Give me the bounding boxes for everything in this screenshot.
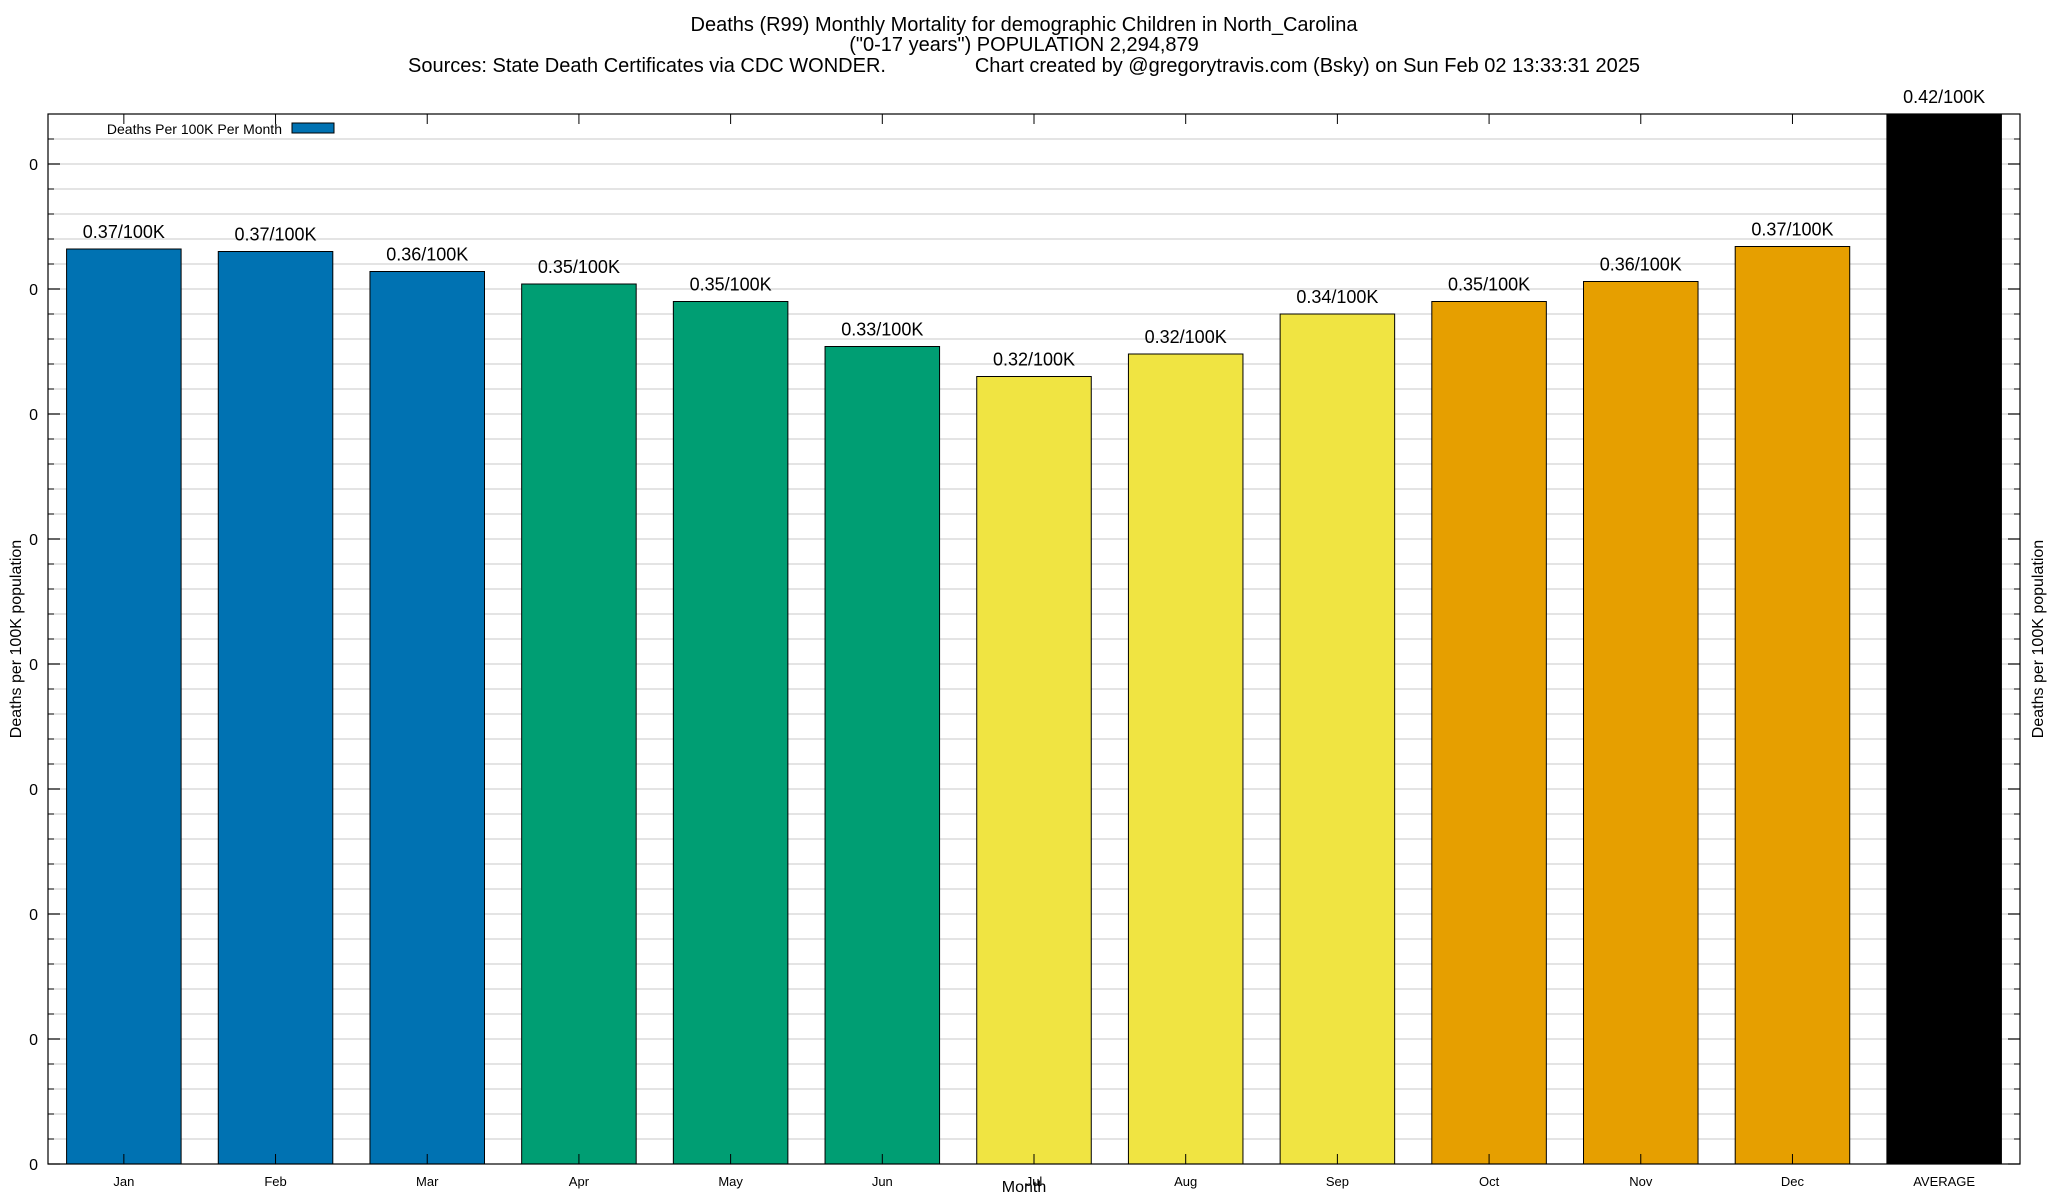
x-tick-label: Feb [264,1174,286,1189]
plot-frame [47,113,2021,1165]
y-tick-label: 0 [29,1032,38,1049]
y2-axis-label: Deaths per 100K population [2030,540,2047,738]
x-tick-label: Jun [872,1174,893,1189]
x-tick-label: Jul [1026,1174,1043,1189]
data-label-jan: 0.37/100K [83,222,165,242]
bar-jan [66,248,182,1165]
legend: Deaths Per 100K Per Month [107,121,335,137]
y-axis-ticks: 0 0 0 0 0 0 0 0 0 [29,157,2020,1174]
x-tick-label: Dec [1781,1174,1805,1189]
bar-apr [521,283,637,1165]
y-tick-label: 0 [29,782,38,799]
data-label-average: 0.42/100K [1903,87,1985,107]
data-label-nov: 0.36/100K [1600,255,1682,275]
chart-sources: Sources: State Death Certificates via CD… [408,55,1640,77]
data-label-apr: 0.35/100K [538,257,620,277]
y-tick-label: 0 [29,657,38,674]
bars [66,113,2002,1165]
x-tick-label: Oct [1479,1174,1500,1189]
bar-may [672,301,789,1165]
bar-sep [1279,313,1396,1165]
bar-aug [1127,353,1244,1165]
x-tick-label: Aug [1174,1174,1197,1189]
x-tick-label: Apr [569,1174,590,1189]
x-tick-label: May [718,1174,743,1189]
bar-labels: 0.37/100K 0.37/100K 0.36/100K 0.35/100K 0.35… [83,87,1985,370]
y-tick-label: 0 [29,157,38,174]
data-label-mar: 0.36/100K [386,245,468,265]
x-tick-label: Sep [1326,1174,1349,1189]
data-label-may: 0.35/100K [690,275,772,295]
legend-label: Deaths Per 100K Per Month [107,121,282,137]
x-tick-label: AVERAGE [1913,1174,1975,1189]
chart-title: Deaths (R99) Monthly Mortality for demog… [691,14,1359,36]
y-tick-label: 0 [29,1157,38,1174]
bar-nov [1583,281,1699,1165]
x-tick-label: Nov [1629,1174,1653,1189]
y-tick-label: 0 [29,532,38,549]
x-tick-label: Jan [113,1174,134,1189]
data-label-jul: 0.32/100K [993,350,1075,370]
y-tick-label: 0 [29,907,38,924]
y-tick-label: 0 [29,407,38,424]
bar-oct [1431,301,1547,1165]
x-axis-ticks: Jan Feb Mar Apr May Jun Jul Aug Sep Oct Nov Dec AVER… [113,114,1975,1189]
bar-dec [1734,246,1851,1165]
legend-swatch [291,122,335,134]
data-label-jun: 0.33/100K [841,320,923,340]
y-tick-label: 0 [29,282,38,299]
data-label-sep: 0.34/100K [1296,287,1378,307]
bar-jun [824,346,941,1165]
bar-jul [976,376,1092,1165]
data-label-dec: 0.37/100K [1751,220,1833,240]
bar-feb [217,251,334,1165]
x-axis-label: Month [1002,1179,1046,1196]
bar-average [1886,113,2002,1165]
bar-mar [369,271,485,1165]
data-label-aug: 0.32/100K [1145,327,1227,347]
data-label-feb: 0.37/100K [234,225,316,245]
data-label-oct: 0.35/100K [1448,275,1530,295]
x-tick-label: Mar [416,1174,439,1189]
chart-subtitle: ("0-17 years") POPULATION 2,294,879 [849,34,1199,56]
y-axis-label: Deaths per 100K population [8,540,25,738]
